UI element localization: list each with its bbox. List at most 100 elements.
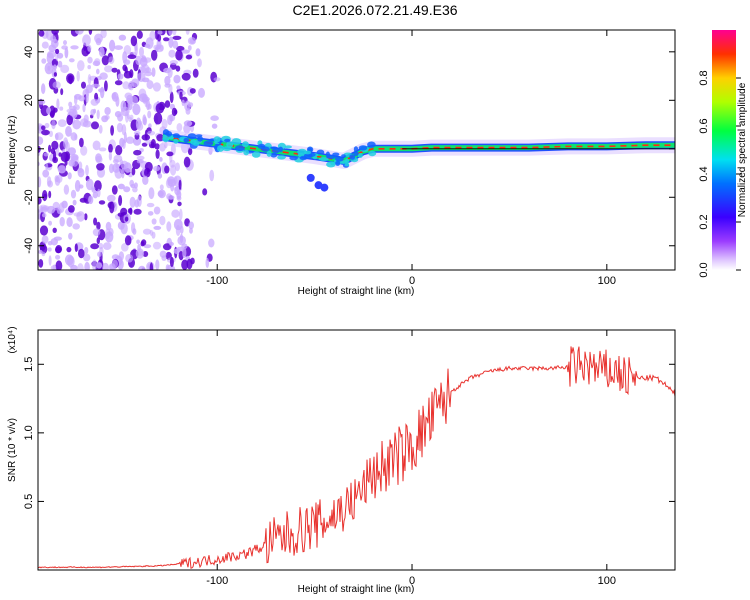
signal-blob [226,141,234,148]
noise-blob [162,243,172,251]
noise-blob [67,255,75,268]
signal-blob [242,141,249,148]
noise-blob [108,56,115,64]
noise-blob [187,45,192,51]
noise-blob [78,161,83,171]
noise-blob [95,37,102,46]
noise-blob [52,81,61,89]
noise-blob [74,133,78,141]
noise-blob [168,83,173,94]
noise-blob [141,142,148,147]
signal-blob [213,136,221,143]
noise-blob [147,110,152,119]
signal-blob [325,151,331,159]
noise-blob [74,243,78,252]
noise-blob [157,190,164,197]
noise-blob [68,101,73,108]
noise-blob [51,119,56,130]
signal-blob [270,152,278,158]
noise-blob [84,213,88,221]
noise-blob [78,184,84,189]
noise-blob [91,121,99,130]
signal-blob [203,140,214,146]
noise-blob [46,50,56,59]
noise-blob [111,67,118,73]
signal-blob [284,145,293,149]
noise-blob [57,119,67,127]
spectrogram-x-axis-label: Height of straight line (km) [298,286,415,297]
noise-blob [79,137,84,148]
noise-blob [136,155,145,161]
noise-blob [51,30,59,35]
noise-blob [159,215,166,226]
noise-blob [76,211,85,222]
signal-blob [318,157,329,162]
signal-blob [299,155,308,161]
noise-blob [48,144,52,153]
noise-blob [87,56,93,64]
noise-blob [82,34,91,46]
signal-blob [217,145,224,152]
noise-blob [42,205,50,211]
noise-blob [122,81,130,90]
noise-blob [96,109,100,120]
noise-blob [83,253,91,262]
snr-y-axis-label: SNR (10 * v/v) [7,418,18,482]
noise-blob [54,175,59,183]
noise-blob [137,195,142,207]
noise-blob [99,72,108,80]
noise-blob [124,216,129,222]
noise-blob [41,58,47,64]
noise-blob [192,68,199,78]
noise-blob [205,257,210,268]
y-tick-label: 1.5 [23,357,35,372]
noise-blob [41,235,49,244]
colorbar-gradient [712,30,736,270]
noise-blob [117,183,125,190]
noise-blob [198,87,205,98]
noise-blob [44,122,50,129]
noise-blob [185,30,190,35]
noise-blob [104,114,110,120]
noise-blob [153,206,161,215]
snr-frame [37,329,676,571]
noise-blob [111,254,120,260]
noise-blob [47,247,52,252]
noise-blob [100,30,107,39]
noise-blob [187,147,193,156]
noise-blob [211,123,218,129]
noise-blob [176,85,181,90]
noise-blob [104,80,108,92]
noise-blob [98,46,105,57]
noise-blob [181,243,188,250]
signal-blob [278,146,284,153]
noise-blob [147,130,156,136]
noise-blob [150,138,156,149]
noise-blob [209,169,215,182]
noise-blob [172,40,179,49]
noise-blob [169,115,174,122]
signal-blob [297,148,307,155]
noise-blob [49,110,55,118]
noise-blob [166,151,174,157]
noise-blob [43,152,49,157]
noise-blob [213,77,221,82]
noise-blob [55,48,60,55]
noise-blob [179,225,184,234]
x-tick-label: 100 [598,275,616,287]
noise-blob [148,123,152,129]
noise-blob [144,43,151,48]
noise-blob [107,194,116,202]
signal-blob [353,146,359,153]
noise-blob [98,124,103,134]
noise-blob [126,94,134,105]
signal-blob [231,138,242,145]
noise-blob [104,65,113,73]
noise-blob [133,149,142,156]
noise-blob [47,65,51,71]
noise-blob [149,30,156,41]
noise-blob [139,46,144,58]
noise-blob [52,264,57,270]
y-tick-label: -40 [23,238,35,254]
noise-blob [96,237,101,245]
